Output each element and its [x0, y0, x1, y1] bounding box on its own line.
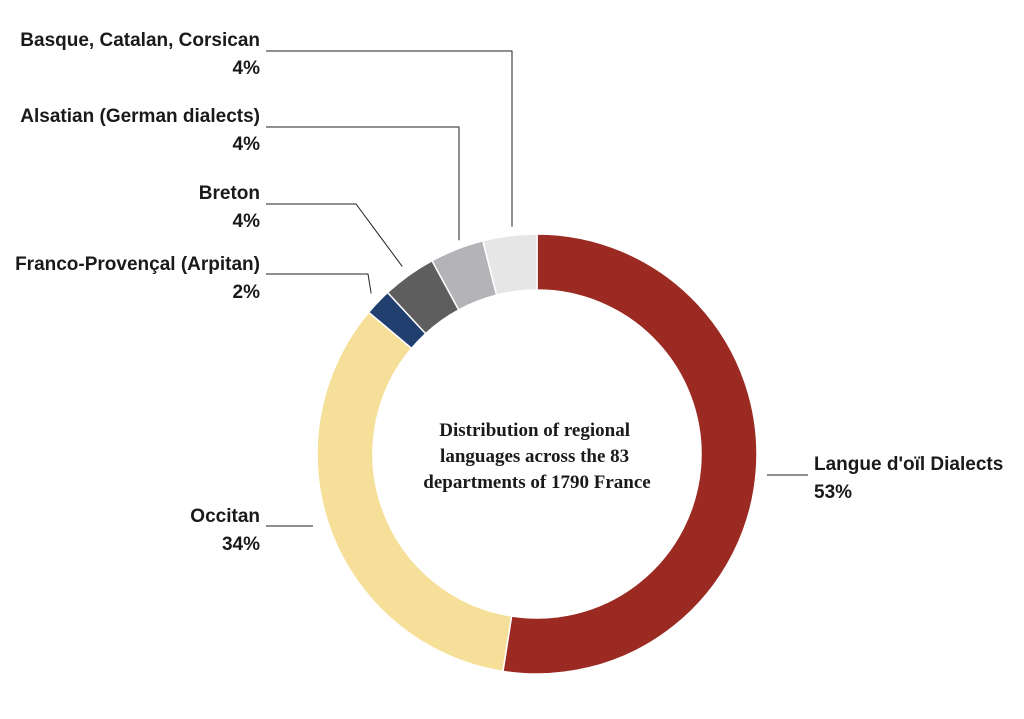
slice-label-langue-d-oil-dialects: Langue d'oïl Dialects — [814, 454, 1003, 475]
slice-label-alsatian-german-dialects: Alsatian (German dialects) — [20, 106, 260, 127]
slice-value-langue-d-oil-dialects: 53% — [814, 482, 852, 503]
slice-occitan — [316, 311, 513, 673]
slice-label-franco-provencal-arpitan: Franco-Provençal (Arpitan) — [15, 254, 260, 275]
chart-title: Distribution of regional languages acros… — [423, 420, 650, 493]
slice-label-breton: Breton — [199, 183, 260, 204]
slice-value-breton: 4% — [233, 211, 261, 232]
slice-value-alsatian-german-dialects: 4% — [233, 134, 261, 155]
donut-slices — [316, 233, 758, 675]
chart-title-line-1: Distribution of regional — [439, 420, 630, 441]
slice-label-occitan: Occitan — [190, 506, 260, 527]
leader-lines — [266, 50, 808, 527]
slice-value-basque-catalan-corsican: 4% — [233, 58, 261, 79]
leader-line-breton — [266, 203, 403, 267]
slice-labels: Langue d'oïl Dialects 53% Occitan 34% Franco… — [15, 30, 1003, 555]
slice-label-basque-catalan-corsican: Basque, Catalan, Corsican — [20, 30, 260, 51]
slice-basque-catalan-corsican — [481, 233, 538, 296]
chart-title-line-2: languages across the 83 — [440, 446, 629, 467]
slice-value-franco-provencal-arpitan: 2% — [233, 282, 261, 303]
slice-value-occitan: 34% — [222, 534, 260, 555]
chart-title-line-3: departments of 1790 France — [423, 472, 650, 493]
leader-line-basque-catalan-corsican — [266, 50, 513, 227]
leader-line-franco-provencal-arpitan — [266, 273, 372, 294]
leader-line-alsatian-german-dialects — [266, 126, 460, 241]
slice-langue-d-oil-dialects — [502, 233, 758, 675]
